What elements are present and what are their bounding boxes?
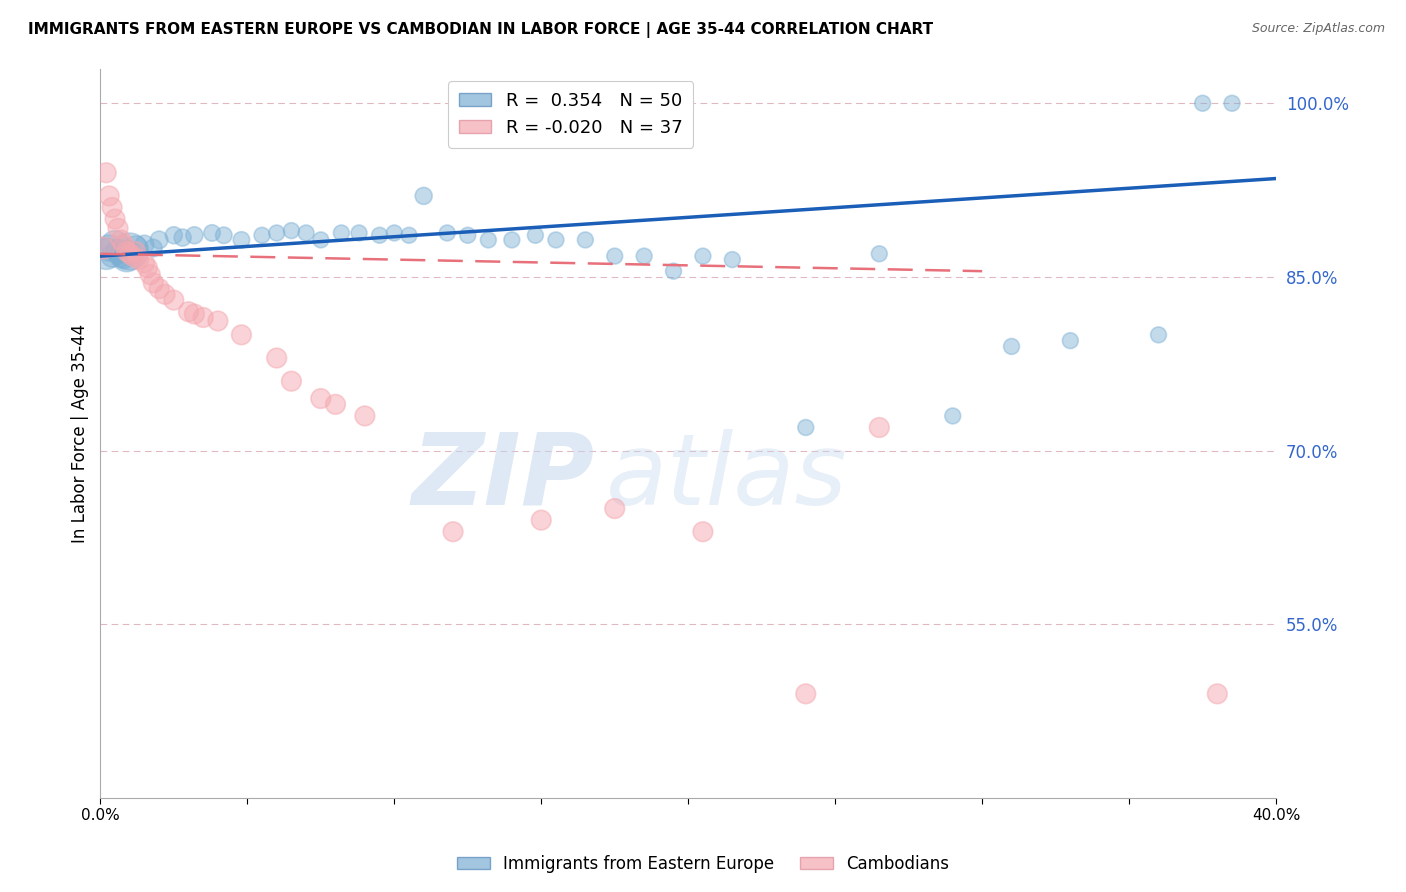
Point <box>231 327 253 342</box>
Point <box>101 201 124 215</box>
Point <box>603 249 626 263</box>
Point <box>212 228 235 243</box>
Point <box>398 228 420 243</box>
Point <box>382 226 405 240</box>
Legend: R =  0.354   N = 50, R = -0.020   N = 37: R = 0.354 N = 50, R = -0.020 N = 37 <box>449 81 693 148</box>
Point <box>295 226 318 240</box>
Point <box>121 249 143 263</box>
Point <box>183 307 205 321</box>
Point <box>1000 339 1022 353</box>
Point <box>124 241 146 255</box>
Point <box>112 252 135 266</box>
Point <box>692 524 714 539</box>
Point <box>280 224 302 238</box>
Point <box>207 314 229 328</box>
Point <box>110 249 132 263</box>
Point <box>118 247 141 261</box>
Point <box>280 374 302 388</box>
Point <box>868 420 890 434</box>
Point <box>368 228 391 243</box>
Point <box>868 247 890 261</box>
Point <box>107 244 129 259</box>
Point <box>325 397 347 411</box>
Point <box>139 268 162 282</box>
Point <box>250 228 273 243</box>
Point <box>457 228 479 243</box>
Point <box>91 241 114 255</box>
Y-axis label: In Labor Force | Age 35-44: In Labor Force | Age 35-44 <box>72 324 89 543</box>
Point <box>148 281 170 295</box>
Point <box>134 256 156 270</box>
Point <box>134 237 156 252</box>
Point <box>142 276 165 290</box>
Point <box>544 233 567 247</box>
Text: IMMIGRANTS FROM EASTERN EUROPE VS CAMBODIAN IN LABOR FORCE | AGE 35-44 CORRELATI: IMMIGRANTS FROM EASTERN EUROPE VS CAMBOD… <box>28 22 934 38</box>
Text: atlas: atlas <box>606 428 848 525</box>
Point <box>721 252 744 267</box>
Text: ZIP: ZIP <box>411 428 595 525</box>
Point <box>412 189 434 203</box>
Point <box>193 310 215 325</box>
Point <box>794 420 817 434</box>
Point <box>231 233 253 247</box>
Point <box>1206 687 1229 701</box>
Point <box>501 233 523 247</box>
Point <box>96 247 118 261</box>
Point <box>107 221 129 235</box>
Point <box>142 241 165 255</box>
Point <box>148 233 170 247</box>
Point <box>524 228 547 243</box>
Point <box>112 237 135 252</box>
Point <box>441 524 464 539</box>
Point <box>794 687 817 701</box>
Point <box>98 241 121 255</box>
Point <box>183 228 205 243</box>
Point <box>309 392 332 406</box>
Point <box>118 244 141 259</box>
Point <box>354 409 377 423</box>
Text: Source: ZipAtlas.com: Source: ZipAtlas.com <box>1251 22 1385 36</box>
Point <box>1220 96 1243 111</box>
Point <box>163 293 186 307</box>
Point <box>477 233 499 247</box>
Point <box>603 501 626 516</box>
Point <box>330 226 353 240</box>
Point <box>104 237 127 252</box>
Point <box>574 233 596 247</box>
Point <box>96 166 118 180</box>
Point <box>633 249 655 263</box>
Point <box>163 228 186 243</box>
Legend: Immigrants from Eastern Europe, Cambodians: Immigrants from Eastern Europe, Cambodia… <box>450 848 956 880</box>
Point <box>662 264 685 278</box>
Point <box>692 249 714 263</box>
Point <box>201 226 224 240</box>
Point <box>101 249 124 263</box>
Point <box>942 409 965 423</box>
Point <box>309 233 332 247</box>
Point <box>347 226 370 240</box>
Point <box>115 244 138 259</box>
Point <box>153 287 176 301</box>
Point <box>177 304 200 318</box>
Point <box>128 252 150 267</box>
Point <box>266 226 288 240</box>
Point <box>530 513 553 527</box>
Point <box>104 212 127 227</box>
Point <box>110 233 132 247</box>
Point <box>124 244 146 259</box>
Point <box>98 189 121 203</box>
Point <box>172 230 194 244</box>
Point <box>1147 327 1170 342</box>
Point <box>115 249 138 263</box>
Point <box>266 351 288 365</box>
Point <box>1059 334 1081 348</box>
Point <box>136 260 159 275</box>
Point <box>1191 96 1213 111</box>
Point <box>436 226 458 240</box>
